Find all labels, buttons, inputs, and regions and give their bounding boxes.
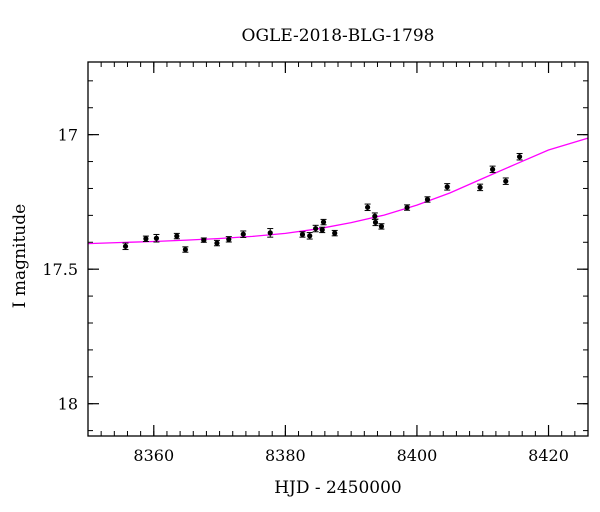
point-marker — [214, 240, 220, 246]
data-point — [320, 218, 327, 226]
y-tick-label: 17.5 — [42, 260, 78, 279]
data-point — [378, 223, 385, 230]
data-point — [404, 204, 411, 211]
data-point — [225, 236, 232, 243]
x-tick-label: 8380 — [265, 446, 306, 465]
y-tick-label: 17 — [58, 126, 78, 145]
data-point — [372, 218, 379, 227]
y-axis-label: I magnitude — [10, 204, 30, 308]
point-marker — [299, 231, 306, 238]
point-marker — [372, 219, 379, 225]
point-marker — [503, 178, 509, 184]
point-marker — [182, 246, 188, 253]
data-point — [371, 212, 378, 220]
data-point — [331, 229, 338, 237]
data-point — [502, 177, 509, 185]
data-point — [319, 226, 326, 234]
point-marker — [444, 184, 450, 190]
data-point — [213, 239, 220, 247]
data-point — [516, 152, 523, 161]
data-point — [182, 246, 189, 253]
x-tick-label: 8400 — [397, 446, 438, 465]
point-marker — [516, 154, 523, 160]
point-marker — [477, 184, 483, 190]
point-marker — [372, 213, 378, 219]
data-point — [299, 231, 306, 238]
point-marker — [267, 230, 273, 236]
point-marker — [320, 219, 327, 225]
point-marker — [404, 204, 410, 211]
data-point — [477, 183, 484, 192]
point-marker — [332, 230, 338, 236]
model-curve — [87, 137, 589, 245]
chart-title: OGLE-2018-BLG-1798 — [242, 26, 435, 46]
point-marker — [174, 233, 180, 239]
data-point — [122, 242, 129, 251]
data-point — [364, 203, 371, 212]
point-marker — [490, 166, 496, 172]
point-marker — [424, 196, 431, 203]
x-tick-label: 8360 — [133, 446, 174, 465]
data-point — [240, 230, 247, 238]
data-point — [489, 165, 496, 174]
data-point — [142, 235, 149, 242]
data-point — [444, 183, 451, 191]
point-marker — [153, 235, 160, 241]
data-points-layer — [122, 152, 523, 253]
tick-labels: 8360 8380 8400 8420 17 17.5 18 — [42, 126, 569, 465]
data-point — [312, 224, 319, 233]
y-tick-label: 18 — [58, 395, 78, 414]
plot-frame — [87, 61, 589, 437]
point-marker — [313, 225, 319, 232]
data-point — [153, 233, 160, 243]
point-marker — [226, 236, 232, 242]
data-point — [424, 196, 431, 203]
data-point — [306, 232, 313, 240]
model-curve-layer — [87, 137, 589, 245]
point-marker — [307, 233, 313, 239]
axis-ticks — [87, 62, 589, 436]
data-point — [267, 228, 274, 238]
point-marker — [201, 237, 207, 243]
point-marker — [378, 223, 385, 229]
data-point — [200, 237, 207, 243]
data-point — [173, 232, 180, 240]
point-marker — [122, 243, 129, 249]
point-marker — [365, 204, 371, 210]
point-marker — [143, 236, 149, 242]
x-tick-label: 8420 — [528, 446, 569, 465]
point-marker — [319, 227, 325, 233]
x-axis-label: HJD - 2450000 — [274, 478, 402, 498]
point-marker — [240, 231, 246, 237]
